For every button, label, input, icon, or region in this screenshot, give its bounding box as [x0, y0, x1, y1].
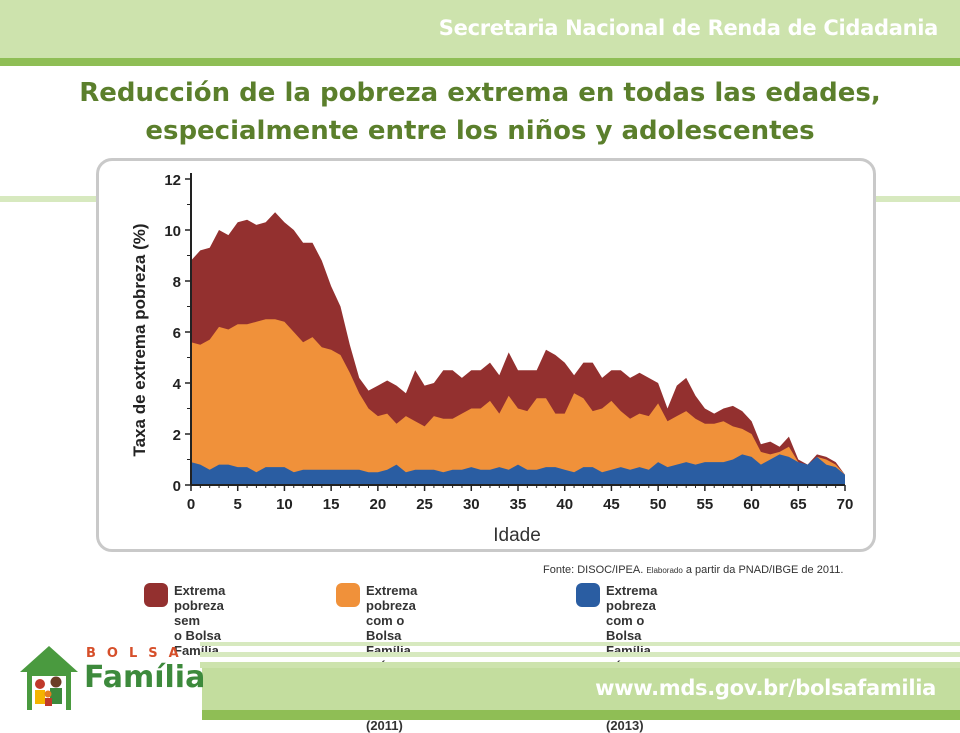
x-tick-label: 70	[837, 496, 854, 513]
title-line-1: Reducción de la pobreza extrema en todas…	[79, 78, 881, 108]
footer-accent-line	[202, 710, 960, 720]
chart-legend: Extrema pobreza sem o Bolsa Família Extr…	[144, 583, 864, 733]
stripe	[200, 652, 960, 657]
x-tick-label: 5	[234, 496, 242, 513]
stripe	[200, 642, 960, 646]
x-tick-label: 60	[743, 496, 760, 513]
chart-panel: 0 2 4 6 8 10 12 0 5 10 15 20 25 30 35 40 45 50 55 60 65 70 Ida…	[96, 158, 876, 552]
source-part-2: Elaborado	[646, 566, 683, 575]
x-tick-label: 40	[556, 496, 573, 513]
x-axis-label: Idade	[493, 525, 541, 546]
x-tick-label: 10	[276, 496, 293, 513]
y-tick-label: 6	[173, 325, 181, 342]
header-accent-line	[0, 58, 960, 66]
legend-swatch	[576, 583, 600, 607]
y-tick-label: 12	[164, 172, 181, 189]
series-area-3	[191, 454, 845, 485]
bolsa-familia-logo: BOLSA Família	[18, 640, 205, 718]
y-axis-label: Taxa de extrema pobreza (%)	[130, 223, 149, 456]
x-tick-label: 30	[463, 496, 480, 513]
x-tick-label: 20	[370, 496, 387, 513]
stripe	[200, 662, 960, 668]
logo-bolsa-text: BOLSA	[86, 646, 190, 661]
header-org-name: Secretaria Nacional de Renda de Cidadani…	[438, 16, 939, 40]
x-tick-label: 65	[790, 496, 807, 513]
x-tick-label: 25	[416, 496, 433, 513]
source-part-3: a partir da PNAD/IBGE de 2011.	[685, 564, 844, 576]
footer-band	[202, 668, 960, 710]
header-band	[0, 0, 960, 58]
footer-url: www.mds.gov.br/bolsafamilia	[595, 676, 936, 700]
logo-familia-text: Família	[84, 660, 206, 695]
x-tick-label: 45	[603, 496, 620, 513]
y-tick-label: 4	[173, 376, 182, 393]
legend-swatch	[336, 583, 360, 607]
y-tick-label: 8	[173, 274, 181, 291]
y-tick-label: 0	[173, 478, 181, 495]
y-tick-label: 10	[164, 223, 181, 240]
source-part-1: Fonte: DISOC/IPEA.	[543, 564, 644, 576]
page-title: Reducción de la pobreza extrema en todas…	[20, 74, 940, 150]
title-line-2: especialmente entre los niños y adolesce…	[145, 116, 815, 146]
x-tick-label: 50	[650, 496, 667, 513]
house-family-icon	[20, 646, 78, 710]
series-area-2	[191, 319, 845, 485]
x-tick-label: 15	[323, 496, 340, 513]
legend-swatch	[144, 583, 168, 607]
area-chart: 0 2 4 6 8 10 12 0 5 10 15 20 25 30 35 40 45 50 55 60 65 70 Ida…	[130, 172, 854, 546]
x-tick-label: 0	[187, 496, 195, 513]
x-tick-label: 55	[697, 496, 714, 513]
source-note: Fonte: DISOC/IPEA. Elaborado a partir da…	[543, 564, 843, 576]
x-tick-label: 35	[510, 496, 527, 513]
y-tick-label: 2	[173, 427, 181, 444]
